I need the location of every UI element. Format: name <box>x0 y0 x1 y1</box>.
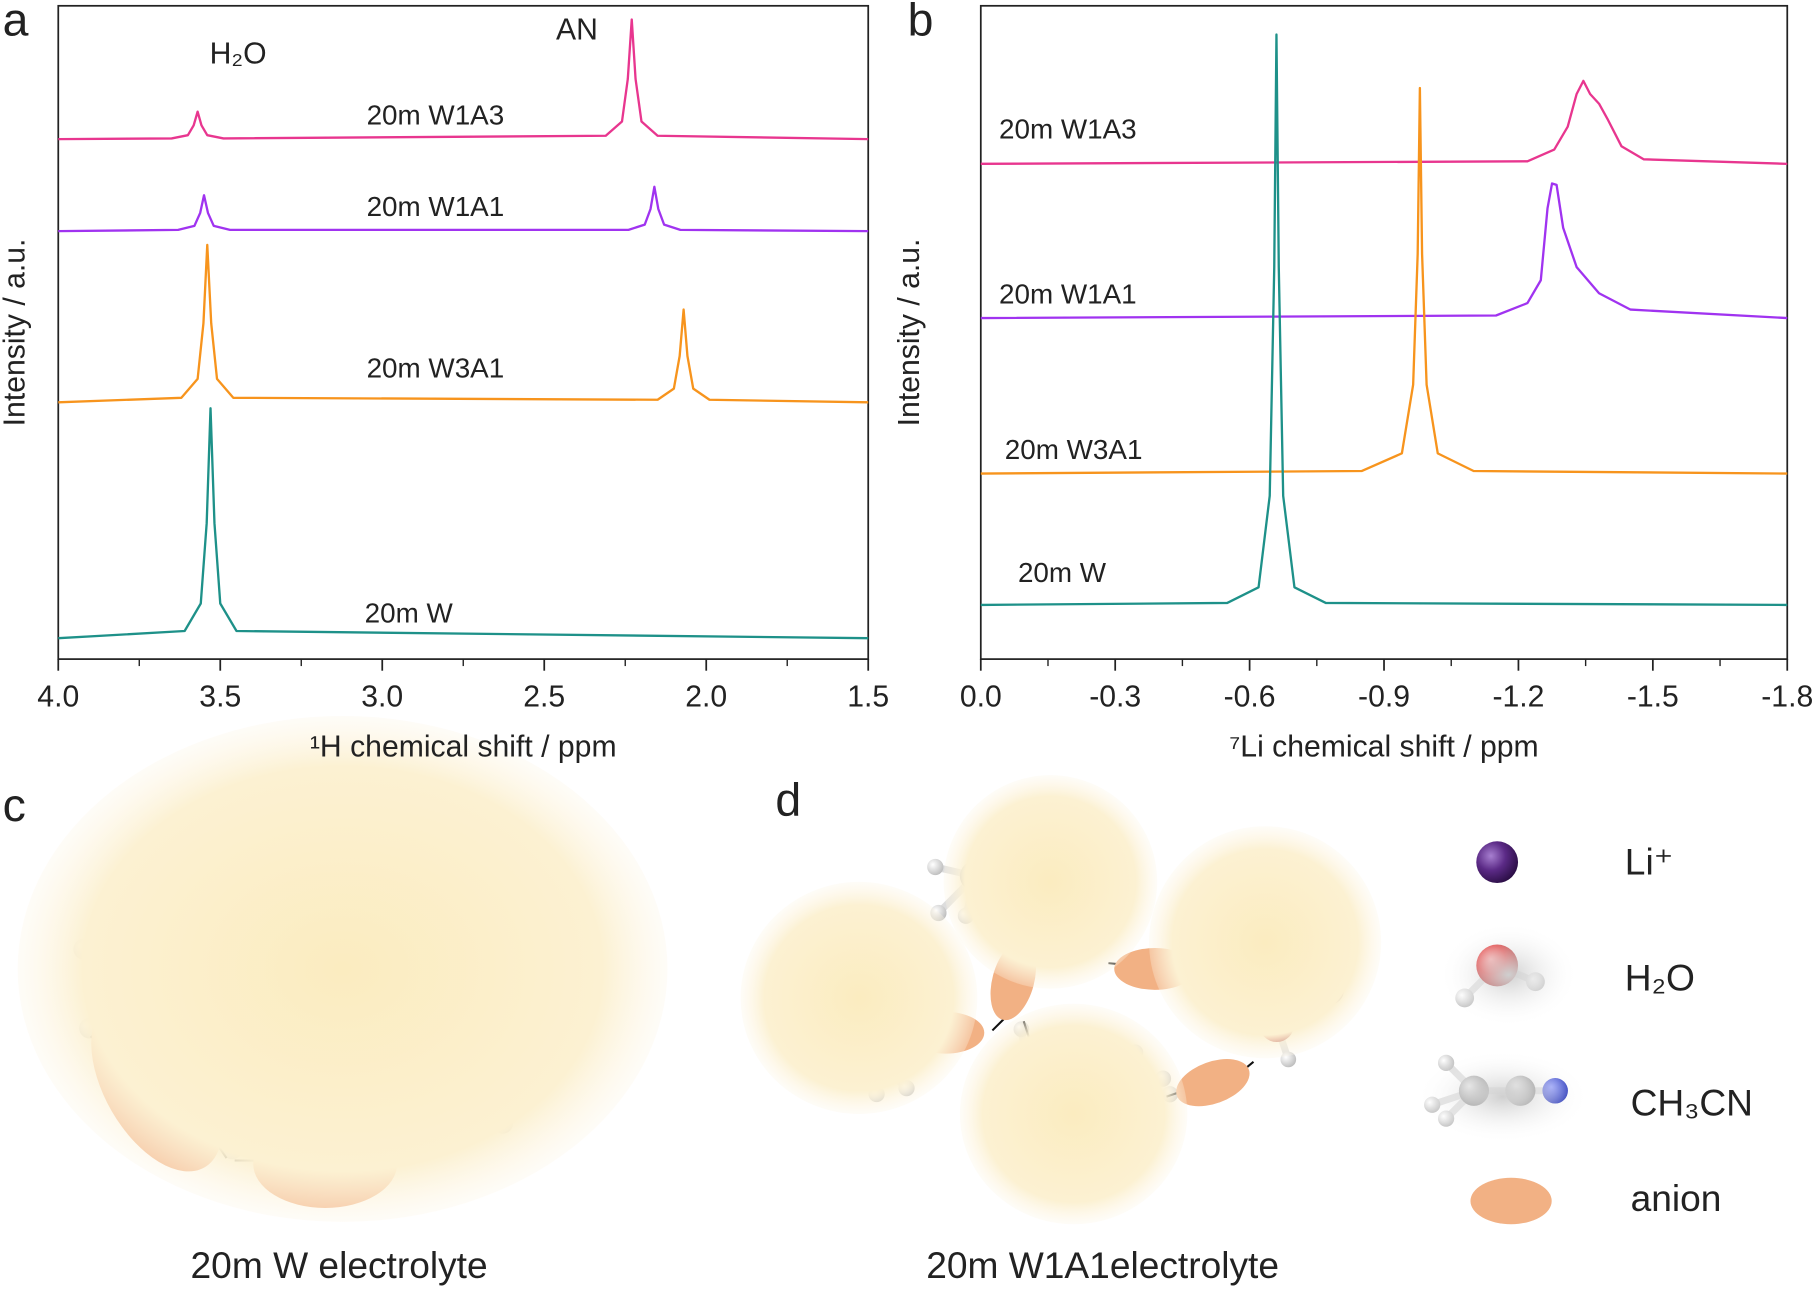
panel-label: c <box>3 779 26 831</box>
series-label: 20m W1A3 <box>999 113 1137 144</box>
legend-label: CH₃CN <box>1631 1082 1753 1124</box>
legend-label: Li⁺ <box>1625 840 1674 882</box>
x-tick-label: 2.5 <box>523 681 565 714</box>
solvation-shell <box>959 1003 1188 1225</box>
panel-label: d <box>775 773 801 825</box>
solvation-shell <box>17 715 668 1222</box>
spectrum-line <box>980 182 1788 320</box>
panel-label: a <box>3 0 29 45</box>
panel-label: b <box>908 0 934 45</box>
shadow <box>1415 1050 1590 1143</box>
x-tick-label: 3.0 <box>361 681 403 714</box>
caption: 20m W1A1electrolyte <box>926 1244 1279 1286</box>
x-tick-label: 1.5 <box>847 681 889 714</box>
spectrum-line <box>58 407 869 640</box>
x-tick-label: 0.0 <box>960 681 1002 714</box>
solvation-shell <box>943 775 1158 989</box>
spectrum-line <box>58 185 869 233</box>
spectrum-line <box>980 86 1788 475</box>
spectrum-line <box>58 18 869 141</box>
x-tick-label: 3.5 <box>199 681 241 714</box>
x-axis-label: ¹H chemical shift / ppm <box>310 730 617 763</box>
series-label: 20m W1A1 <box>367 191 505 222</box>
x-tick-label: -1.5 <box>1627 681 1679 714</box>
series-label: 20m W <box>1018 557 1107 588</box>
spectrum-line <box>980 79 1788 166</box>
series-label: 20m W1A1 <box>999 278 1137 309</box>
solvation-shell <box>1149 826 1382 1059</box>
caption: 20m W electrolyte <box>191 1244 488 1286</box>
series-label: 20m W3A1 <box>1005 434 1143 465</box>
x-tick-label: -0.9 <box>1358 681 1410 714</box>
spectrum-line <box>980 33 1788 607</box>
x-tick-label: -1.2 <box>1492 681 1544 714</box>
annotation: H₂O <box>210 38 267 71</box>
shadow <box>1439 922 1579 1027</box>
legend-label: H₂O <box>1625 956 1695 998</box>
x-tick-label: -0.6 <box>1224 681 1276 714</box>
y-axis-label: Intensity / a.u. <box>0 239 31 427</box>
diagrams: c d 20m W electrolyte 20m W1A1electrolyt… <box>3 715 1753 1286</box>
anion <box>1176 1059 1250 1107</box>
x-tick-label: -0.3 <box>1089 681 1141 714</box>
series-label: 20m W3A1 <box>367 353 505 384</box>
legend-label: anion <box>1631 1177 1722 1219</box>
solvation-shell <box>740 881 978 1114</box>
x-tick-label: 4.0 <box>37 681 79 714</box>
x-tick-label: 2.0 <box>685 681 727 714</box>
y-axis-label: Intensity / a.u. <box>893 239 926 427</box>
series-label: 20m W1A3 <box>367 100 505 131</box>
annotation: AN <box>556 13 598 46</box>
lithium <box>1476 841 1519 884</box>
series-label: 20m W <box>365 597 454 628</box>
hydrogen-bond <box>991 1018 1005 1032</box>
hydrogen <box>927 858 944 876</box>
x-axis-label: ⁷Li chemical shift / ppm <box>1229 730 1538 763</box>
x-tick-label: -1.8 <box>1761 681 1813 714</box>
spectrum-line <box>58 243 869 404</box>
anion <box>1470 1177 1552 1225</box>
